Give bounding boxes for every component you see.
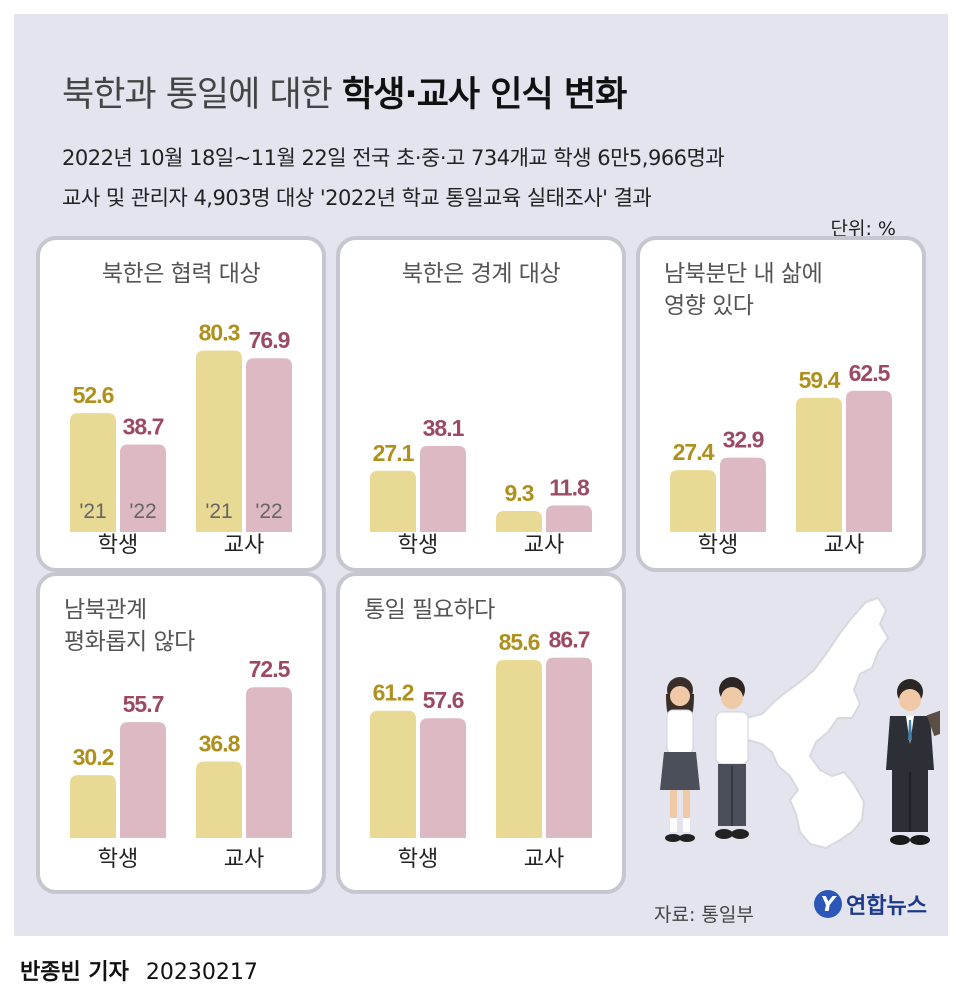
- reporter-name: 반종빈 기자: [20, 960, 129, 985]
- value-label: 57.6: [423, 687, 464, 713]
- category-label: 학생: [98, 847, 138, 872]
- bar-2021-student: [370, 710, 416, 838]
- panel-title-line-1: 남북관계: [64, 597, 147, 623]
- panel-cooperation: 북한은 협력 대상 52.6 '21 38.7 '22 학생 80.3 '21 76.9 '22…: [36, 236, 326, 572]
- year-label: '22: [255, 500, 282, 523]
- category-label: 학생: [398, 847, 438, 872]
- bar-2022-teacher: [546, 657, 592, 838]
- category-label: 학생: [398, 533, 438, 558]
- unit-label: 단위: %: [830, 218, 896, 240]
- panel-not-peaceful: 남북관계 평화롭지 않다 30.2 55.7 학생 36.8 72.5 교사: [36, 572, 326, 894]
- teacher-icon: [886, 679, 940, 845]
- title-normal: 북한과 통일에 대한: [62, 75, 333, 115]
- chart-cooperation: 52.6 '21 38.7 '22 학생 80.3 '21 76.9 '22 교사: [70, 320, 292, 558]
- infographic-canvas: 북한과 통일에 대한 학생·교사 인식 변화 2022년 10월 18일~11월…: [14, 14, 948, 936]
- year-label: '22: [129, 500, 156, 523]
- panel-title-line-2: 영향 있다: [664, 293, 754, 319]
- bar-2022-teacher: [846, 390, 892, 532]
- yonhap-logo-text: 연합뉴스: [846, 894, 927, 919]
- page-title: 북한과 통일에 대한 학생·교사 인식 변화: [62, 66, 627, 117]
- value-label: 27.4: [673, 439, 715, 465]
- panel-unification-needed: 통일 필요하다 61.2 57.6 학생 85.6 86.7 교사: [336, 572, 626, 894]
- panel-title-line-2: 평화롭지 않다: [64, 629, 195, 655]
- bar-2022-student: [720, 457, 766, 532]
- value-label: 52.6: [73, 382, 114, 408]
- yonhap-logo-mark: Y: [814, 890, 842, 918]
- bar-2021-student: [70, 413, 116, 532]
- value-label: 38.7: [123, 414, 164, 440]
- value-label: 9.3: [505, 480, 534, 506]
- publish-date: 20230217: [145, 960, 258, 985]
- bar-2022-teacher: [246, 687, 292, 838]
- category-label: 교사: [524, 847, 564, 872]
- value-label: 62.5: [849, 360, 891, 386]
- category-label: 학생: [698, 533, 738, 558]
- bar-2021-teacher: [196, 761, 242, 838]
- year-label: '21: [79, 500, 106, 523]
- yonhap-logo: Y 연합뉴스: [814, 888, 927, 920]
- value-label: 32.9: [723, 427, 764, 453]
- bar-2022-student: [120, 444, 166, 532]
- value-label: 38.1: [423, 415, 465, 441]
- bar-2021-teacher: [496, 510, 542, 532]
- source-label: 자료: 통일부: [654, 904, 754, 926]
- bar-2021-student: [370, 470, 416, 532]
- value-label: 55.7: [123, 691, 164, 717]
- byline: 반종빈 기자 20230217: [20, 954, 258, 986]
- category-label: 교사: [524, 533, 564, 558]
- panel-title: 북한은 협력 대상: [101, 261, 261, 287]
- title-bold: 학생·교사 인식 변화: [342, 75, 627, 115]
- bar-2022-teacher: [546, 505, 592, 532]
- chart-unification-needed: 61.2 57.6 학생 85.6 86.7 교사: [370, 627, 592, 872]
- value-label: 59.4: [799, 367, 841, 393]
- bar-2021-teacher: [496, 659, 542, 838]
- value-label: 36.8: [199, 730, 241, 756]
- year-label: '21: [205, 500, 232, 523]
- bar-2022-student: [420, 718, 466, 838]
- value-label: 86.7: [549, 627, 590, 653]
- panel-division-impact: 남북분단 내 삶에 영향 있다 27.4 32.9 학생 59.4 62.5 교사: [636, 236, 926, 572]
- bar-2021-teacher: [796, 397, 842, 532]
- panel-title: 남북관계 평화롭지 않다: [64, 594, 322, 658]
- subtitle-line-1: 2022년 10월 18일~11월 22일 전국 초·중·고 734개교 학생 …: [62, 146, 725, 170]
- bar-2022-teacher: [246, 358, 292, 532]
- value-label: 72.5: [249, 656, 291, 682]
- chart-division-impact: 27.4 32.9 학생 59.4 62.5 교사: [670, 360, 892, 558]
- bar-2021-student: [70, 775, 116, 838]
- student-girl-icon: [660, 677, 700, 842]
- korea-map-icon: [734, 596, 890, 850]
- category-label: 학생: [98, 533, 138, 558]
- panel-title: 북한은 경계 대상: [401, 261, 561, 287]
- subtitle-line-2: 교사 및 관리자 4,903명 대상 '2022년 학교 통일교육 실태조사' …: [62, 186, 652, 210]
- bar-2022-student: [420, 445, 466, 532]
- illustration: [660, 596, 940, 850]
- category-label: 교사: [824, 533, 864, 558]
- value-label: 85.6: [499, 629, 540, 655]
- chart-caution: 27.1 38.1 학생 9.3 11.8 교사: [370, 415, 592, 558]
- panel-title: 남북분단 내 삶에 영향 있다: [664, 258, 922, 322]
- chart-not-peaceful: 30.2 55.7 학생 36.8 72.5 교사: [70, 656, 292, 872]
- panel-caution: 북한은 경계 대상 27.1 38.1 학생 9.3 11.8 교사: [336, 236, 626, 572]
- category-label: 교사: [224, 847, 264, 872]
- category-label: 교사: [224, 533, 264, 558]
- value-label: 80.3: [199, 320, 240, 346]
- value-label: 61.2: [373, 680, 414, 706]
- value-label: 76.9: [249, 327, 290, 353]
- bar-2022-student: [120, 722, 166, 838]
- panel-title-line-1: 남북분단 내 삶에: [664, 261, 823, 287]
- panel-title: 통일 필요하다: [364, 597, 495, 623]
- value-label: 30.2: [73, 744, 114, 770]
- student-boy-icon: [715, 677, 749, 839]
- value-label: 27.1: [373, 440, 415, 466]
- bar-2021-teacher: [196, 350, 242, 532]
- value-label: 11.8: [549, 474, 590, 500]
- bar-2021-student: [670, 470, 716, 532]
